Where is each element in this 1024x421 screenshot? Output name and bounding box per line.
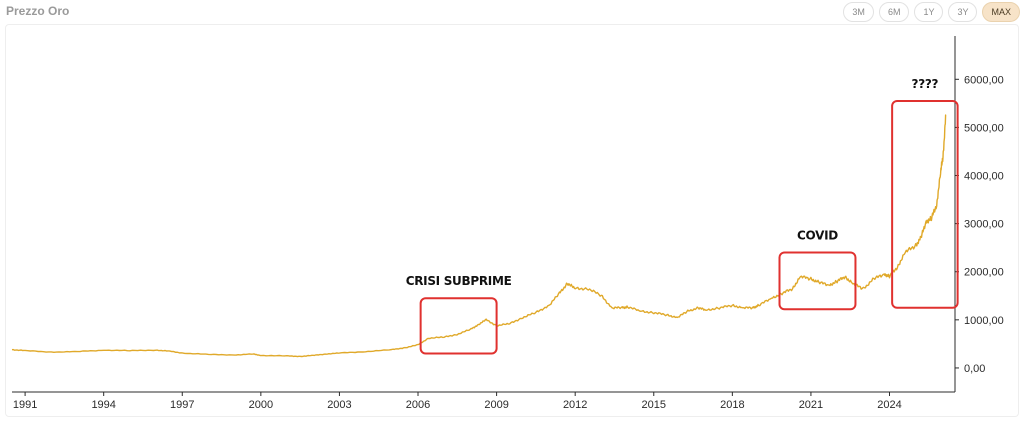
y-axis: 0,00 1000,00 2000,00 3000,00 4000,00 5000,00 6… [954, 36, 1004, 392]
x-tick-label: 2018 [720, 399, 744, 411]
chart-title: Prezzo Oro [6, 4, 70, 18]
range-3y-button[interactable]: 3Y [948, 2, 978, 22]
x-tick-label: 2009 [484, 399, 508, 411]
range-selector: 3M 6M 1Y 3Y MAX [843, 2, 1020, 22]
x-tick-label: 1994 [91, 399, 115, 411]
annotation-label: COVID [797, 228, 838, 242]
x-tick-label: 1991 [13, 399, 37, 411]
chart-area [5, 24, 1019, 417]
x-tick-label: 2006 [406, 399, 430, 411]
y-tick-label: 4000,00 [964, 171, 1004, 183]
x-tick-label: 1997 [170, 399, 194, 411]
x-tick-label: 2024 [877, 399, 901, 411]
annotations-layer: CRISI SUBPRIME COVID???? [406, 77, 959, 355]
y-tick-label: 2000,00 [964, 267, 1004, 279]
y-tick-label: 5000,00 [964, 122, 1004, 134]
y-tick-label: 1000,00 [964, 315, 1004, 327]
y-tick-label: 6000,00 [964, 74, 1004, 86]
x-tick-label: 2015 [642, 399, 666, 411]
range-6m-button[interactable]: 6M [878, 2, 910, 22]
annotation-box [891, 99, 959, 309]
gold-price-line [11, 114, 947, 358]
x-tick-label: 2003 [327, 399, 351, 411]
series-layer [11, 114, 947, 358]
annotation-box [419, 297, 498, 355]
x-tick-label: 2021 [799, 399, 823, 411]
x-tick-label: 2012 [563, 399, 587, 411]
y-tick-label: 0,00 [964, 363, 985, 375]
annotation-label: ???? [912, 77, 939, 91]
annotation-label: CRISI SUBPRIME [406, 274, 512, 288]
range-max-button[interactable]: MAX [982, 2, 1020, 22]
range-3m-button[interactable]: 3M [843, 2, 874, 22]
x-axis: 1991 1994 1997 2000 2003 2006 2009 2012 2015 2018… [12, 391, 955, 411]
range-1y-button[interactable]: 1Y [914, 2, 944, 22]
y-tick-label: 3000,00 [964, 219, 1004, 231]
chart-header: Prezzo Oro 3M 6M 1Y 3Y MAX [0, 0, 1024, 26]
x-tick-label: 2000 [249, 399, 273, 411]
annotation-box [778, 251, 857, 311]
